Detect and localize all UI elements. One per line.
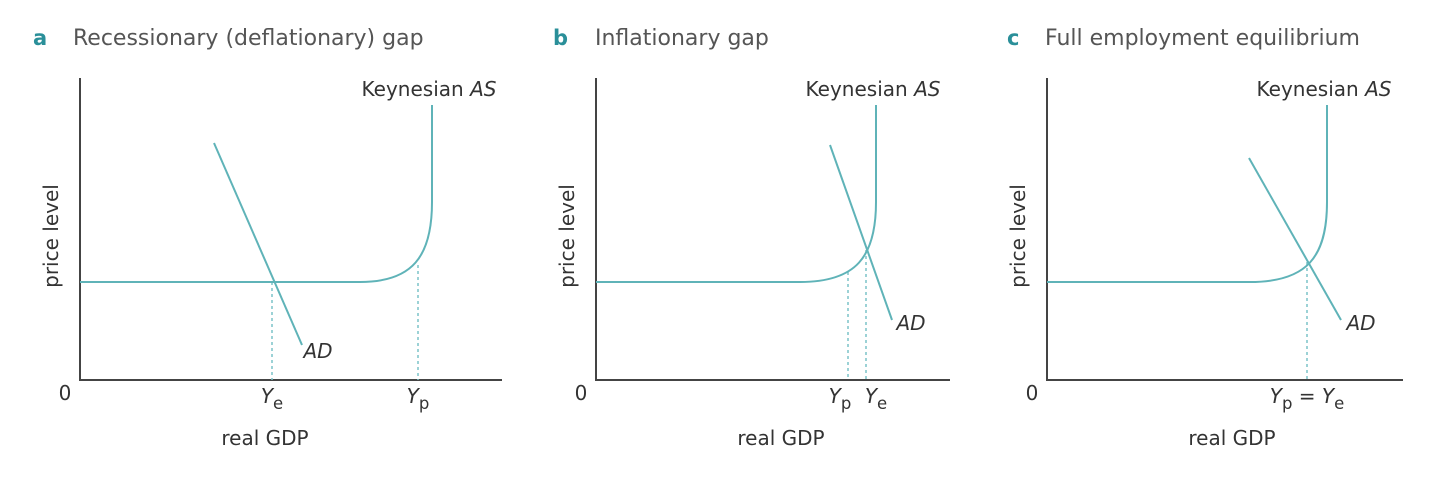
as-label: Keynesian AS: [1257, 77, 1392, 101]
label-part: p: [1282, 394, 1292, 413]
label-part: Y: [1270, 384, 1284, 408]
label-part: Y: [865, 384, 879, 408]
panel-letter: c: [1007, 26, 1019, 50]
ad-label: AD: [894, 311, 925, 335]
panel-title: Recessionary (deflationary) gap: [73, 26, 424, 51]
ad-label: AD: [301, 339, 332, 363]
label-part: e: [877, 394, 887, 413]
label-part: Keynesian: [806, 77, 915, 101]
axes: [1046, 78, 1403, 381]
panel-title: Full employment equilibrium: [1045, 26, 1360, 51]
label-part: AD: [1344, 311, 1375, 335]
as-curve: [1047, 105, 1328, 283]
label-part: AS: [912, 77, 941, 101]
axes: [79, 78, 502, 381]
y-axis-label: price level: [1006, 184, 1030, 288]
label-part: e: [273, 394, 283, 413]
x-tick-label: Yp: [407, 384, 430, 413]
panel-letter: b: [553, 26, 568, 50]
label-part: Y: [407, 384, 421, 408]
ad-curve: [1248, 157, 1342, 321]
x-axis-label: real GDP: [221, 426, 308, 450]
label-part: AD: [894, 311, 925, 335]
x-axis-label: real GDP: [737, 426, 824, 450]
axes: [595, 78, 950, 381]
ad-label: AD: [1344, 311, 1375, 335]
panel-title: Inflationary gap: [595, 26, 769, 51]
y-axis-label: price level: [39, 184, 63, 288]
x-tick-label: Yp: [829, 384, 852, 413]
ad-curve: [213, 142, 303, 346]
as-label: Keynesian AS: [362, 77, 497, 101]
label-part: Y: [1322, 384, 1336, 408]
label-part: e: [1334, 394, 1344, 413]
y-axis-label: price level: [555, 184, 579, 288]
as-curve: [596, 105, 877, 283]
as-curve: [80, 105, 433, 283]
origin-label: 0: [1026, 381, 1039, 405]
label-part: p: [419, 394, 429, 413]
origin-label: 0: [575, 381, 588, 405]
label-part: Keynesian: [1257, 77, 1366, 101]
label-part: p: [841, 394, 851, 413]
as-label: Keynesian AS: [806, 77, 941, 101]
x-tick-label: Ye: [865, 384, 887, 413]
origin-label: 0: [59, 381, 72, 405]
label-part: =: [1292, 384, 1321, 408]
x-tick-label: Yp = Ye: [1270, 384, 1345, 413]
x-tick-label: Ye: [261, 384, 283, 413]
label-part: AS: [468, 77, 497, 101]
panel-letter: a: [33, 26, 47, 50]
label-part: Keynesian: [362, 77, 471, 101]
label-part: Y: [829, 384, 843, 408]
label-part: AD: [301, 339, 332, 363]
label-part: AS: [1363, 77, 1392, 101]
ad-curve: [829, 144, 893, 321]
x-axis-label: real GDP: [1188, 426, 1275, 450]
label-part: Y: [261, 384, 275, 408]
